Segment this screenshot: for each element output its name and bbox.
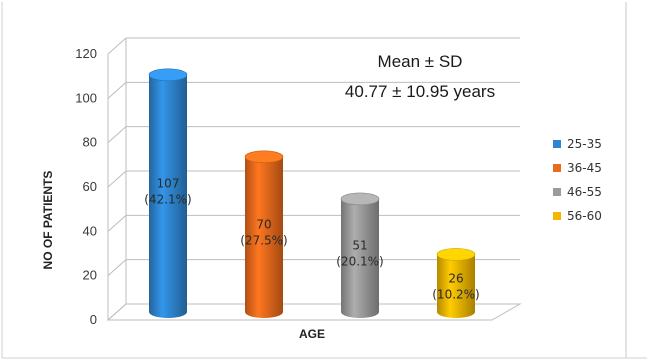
bar-top-56-60 [436, 248, 476, 261]
legend-label-36-45: 36-45 [567, 161, 602, 175]
data-label-25-35: 107 [157, 176, 180, 190]
data-label-56-60: 26 [448, 271, 463, 285]
chart-floor [106, 303, 522, 321]
legend-label-46-55: 46-55 [567, 185, 602, 199]
gridline-side [107, 170, 127, 188]
legend-swatch-36-45 [553, 164, 561, 172]
legend: 25-35 36-45 46-55 56-60 [553, 137, 602, 223]
y-tick-label: 80 [83, 135, 97, 150]
annotation-line-1: Mean ± SD [378, 52, 463, 71]
legend-swatch-46-55 [553, 188, 561, 196]
bar-36-45 [245, 156, 283, 318]
bar-top-36-45 [244, 150, 284, 164]
y-tick-label: 100 [75, 90, 97, 105]
gridline-side [107, 259, 127, 277]
bar-top-25-35 [148, 68, 188, 82]
data-label-46-55: (20.1%) [336, 254, 383, 268]
x-axis-title: AGE [299, 327, 325, 341]
gridlines [106, 37, 522, 321]
y-tick-label: 60 [83, 179, 97, 194]
data-labels: 107 (42.1%) 70 (27.5%) 51 (20.1%) 26 (10.2%) [144, 176, 479, 301]
data-label-56-60: (10.2%) [432, 287, 479, 301]
data-label-25-35: (42.1%) [144, 192, 191, 206]
bar-56-60 [437, 254, 475, 318]
data-label-36-45: 70 [256, 217, 271, 231]
legend-swatch-25-35 [553, 140, 561, 148]
y-tick-labels: 0 20 40 60 80 100 120 [75, 46, 97, 327]
gridline-side [107, 37, 127, 55]
gridline-side [107, 126, 127, 144]
legend-label-25-35: 25-35 [567, 137, 602, 151]
y-axis-title: NO OF PATIENTS [41, 171, 55, 270]
annotation-line-2: 40.77 ± 10.95 years [345, 82, 495, 101]
y-tick-label: 0 [90, 312, 97, 327]
data-label-36-45: (27.5%) [240, 233, 287, 247]
data-label-46-55: 51 [352, 238, 367, 252]
gridline-side [107, 81, 127, 99]
bar-25-35 [149, 74, 187, 318]
bars [148, 68, 476, 318]
gridline-side [107, 214, 127, 232]
y-tick-label: 120 [75, 46, 97, 61]
bar-top-46-55 [340, 192, 380, 206]
y-tick-label: 40 [83, 223, 97, 238]
y-tick-label: 20 [83, 268, 97, 283]
bar-46-55 [341, 198, 379, 318]
legend-swatch-56-60 [553, 212, 561, 220]
legend-label-56-60: 56-60 [567, 209, 602, 223]
